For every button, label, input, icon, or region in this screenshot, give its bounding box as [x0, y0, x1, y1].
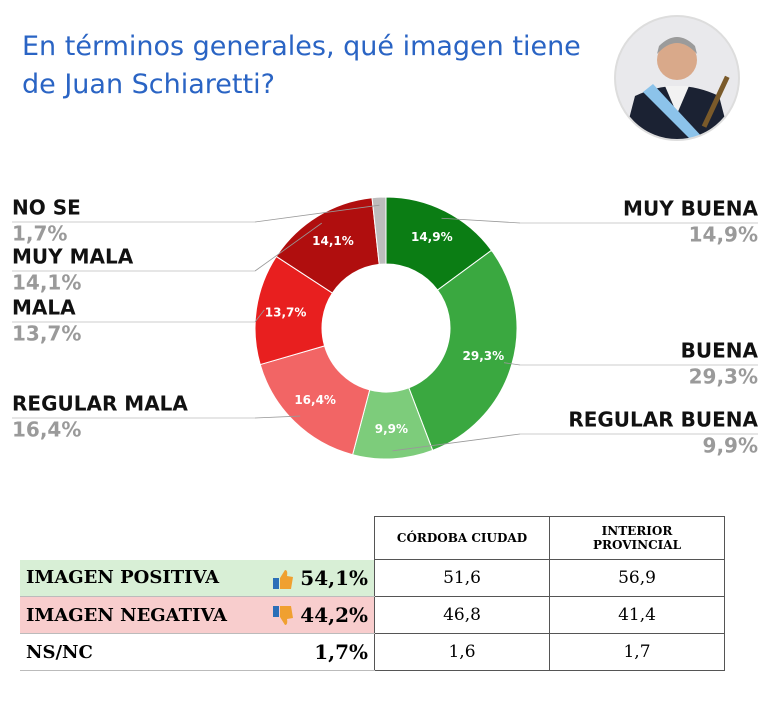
cell: 1,7	[549, 633, 725, 671]
cell: 41,4	[549, 596, 725, 634]
value-label: 14,1%	[12, 271, 81, 295]
slice-label: 14,9%	[411, 230, 453, 244]
row-total-value: 44,2%	[300, 602, 368, 627]
cell: 56,9	[549, 559, 725, 597]
leader-line	[441, 217, 521, 224]
value-label: 16,4%	[12, 418, 81, 442]
slice-label: 9,9%	[375, 422, 408, 436]
row-label: IMAGEN NEGATIVA	[20, 596, 252, 634]
value-label: 14,9%	[689, 223, 758, 247]
slice-label: 14,1%	[312, 234, 354, 248]
value-label: 9,9%	[703, 434, 758, 458]
row-total: 54,1%	[252, 559, 375, 597]
category-label: NO SE	[12, 196, 81, 220]
value-label: 29,3%	[689, 365, 758, 389]
row-total-value: 54,1%	[300, 565, 368, 590]
category-label: REGULAR BUENA	[568, 408, 758, 432]
thumbs-up-icon	[273, 570, 294, 589]
leader-line	[254, 222, 322, 272]
leader-line	[503, 362, 521, 366]
title: En términos generales, qué imagen tiene …	[22, 31, 581, 100]
cell: 46,8	[374, 596, 550, 634]
thumbs-down-icon	[273, 606, 294, 626]
slice-label: 13,7%	[265, 306, 307, 320]
header-row: CÓRDOBA CIUDAD INTERIOR PROVINCIAL	[20, 516, 725, 560]
row-total-value: 1,7%	[314, 640, 368, 664]
donut-slice	[259, 345, 371, 456]
row: IMAGEN NEGATIVA 44,2% 46,8 41,4	[20, 596, 725, 634]
row-total: 44,2%	[252, 596, 375, 634]
category-label: BUENA	[681, 339, 759, 363]
donut-slice	[371, 196, 387, 265]
leader-line	[254, 415, 301, 419]
donut-slice	[408, 249, 518, 452]
category-label: MUY MALA	[12, 245, 134, 269]
cell: 51,6	[374, 559, 550, 597]
slice-label: 29,3%	[463, 349, 505, 363]
value-label: 13,7%	[12, 322, 81, 346]
leader-line	[254, 309, 265, 323]
category-label: MUY BUENA	[623, 197, 758, 221]
cell: 1,6	[374, 633, 550, 671]
donut-chart: MUY BUENA14,9%14,9%BUENA29,3%29,3%REGULA…	[12, 196, 759, 460]
leader-line	[392, 433, 521, 452]
category-label: REGULAR MALA	[12, 392, 188, 416]
slice-label: 16,4%	[294, 393, 336, 407]
summary-table: CÓRDOBA CIUDAD INTERIOR PROVINCIAL IMAGE…	[20, 516, 725, 671]
portrait-photo	[614, 15, 740, 141]
category-label: MALA	[12, 296, 76, 320]
column-header: INTERIOR PROVINCIAL	[549, 516, 725, 560]
row-label: IMAGEN POSITIVA	[20, 559, 252, 597]
value-label: 1,7%	[12, 222, 67, 246]
row: IMAGEN POSITIVA 54,1% 51,6 56,9	[20, 559, 725, 597]
row-label: NS/NC	[20, 633, 252, 671]
column-header: CÓRDOBA CIUDAD	[374, 516, 550, 560]
leader-line	[254, 204, 380, 223]
row-total: 1,7%	[252, 633, 375, 671]
row: NS/NC 1,7% 1,6 1,7	[20, 633, 725, 671]
